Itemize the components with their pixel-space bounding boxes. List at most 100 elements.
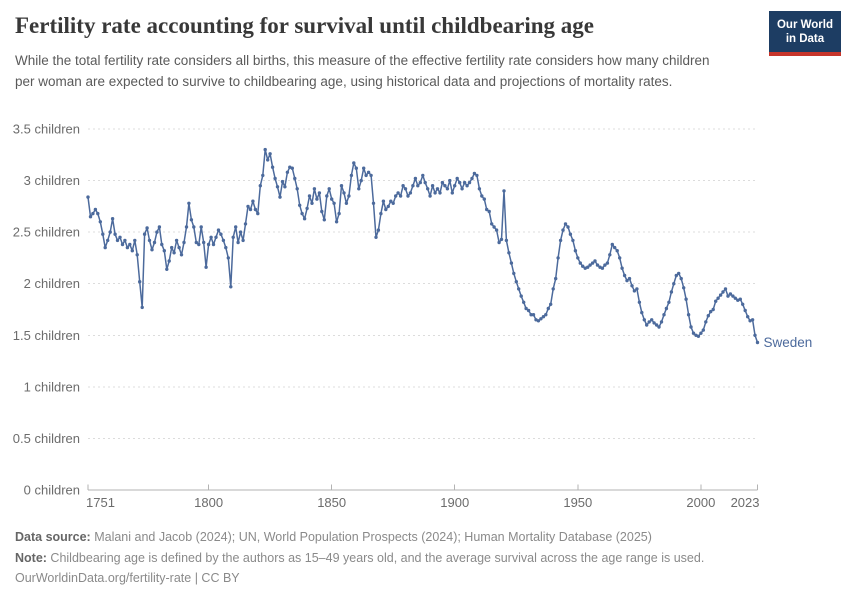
data-point[interactable] bbox=[718, 293, 723, 297]
data-point[interactable] bbox=[147, 238, 152, 243]
data-point[interactable] bbox=[672, 282, 676, 286]
data-point[interactable] bbox=[86, 195, 90, 199]
data-point[interactable] bbox=[96, 211, 100, 216]
data-point[interactable] bbox=[133, 238, 137, 243]
data-point[interactable] bbox=[174, 238, 179, 243]
data-point[interactable] bbox=[416, 184, 420, 188]
data-point[interactable] bbox=[135, 253, 139, 257]
data-point[interactable] bbox=[391, 201, 395, 205]
data-point[interactable] bbox=[342, 191, 346, 195]
data-point[interactable] bbox=[123, 238, 127, 243]
data-point[interactable] bbox=[258, 184, 262, 188]
data-point[interactable] bbox=[320, 209, 324, 214]
data-point[interactable] bbox=[435, 187, 440, 191]
data-point[interactable] bbox=[221, 238, 226, 243]
data-point[interactable] bbox=[103, 245, 107, 250]
data-point[interactable] bbox=[408, 191, 413, 195]
data-point[interactable] bbox=[514, 280, 518, 284]
data-point[interactable] bbox=[743, 308, 747, 313]
data-point[interactable] bbox=[438, 191, 442, 195]
data-point[interactable] bbox=[679, 276, 683, 281]
data-point[interactable] bbox=[455, 176, 459, 181]
data-point[interactable] bbox=[738, 297, 742, 301]
data-point[interactable] bbox=[179, 253, 184, 257]
data-point[interactable] bbox=[187, 201, 191, 205]
data-point[interactable] bbox=[293, 176, 297, 181]
data-point[interactable] bbox=[266, 158, 270, 162]
data-point[interactable] bbox=[485, 207, 489, 212]
data-point[interactable] bbox=[110, 217, 115, 221]
data-point[interactable] bbox=[630, 284, 634, 288]
data-point[interactable] bbox=[677, 271, 681, 276]
data-point[interactable] bbox=[522, 300, 526, 304]
data-point[interactable] bbox=[150, 248, 154, 252]
data-point[interactable] bbox=[330, 197, 334, 201]
data-point[interactable] bbox=[480, 194, 484, 198]
data-point[interactable] bbox=[91, 211, 95, 216]
data-point[interactable] bbox=[635, 287, 639, 291]
data-point[interactable] bbox=[211, 242, 216, 247]
data-point[interactable] bbox=[467, 180, 472, 185]
data-point[interactable] bbox=[561, 228, 565, 232]
data-point[interactable] bbox=[654, 323, 659, 327]
data-point[interactable] bbox=[315, 197, 319, 201]
data-point[interactable] bbox=[371, 201, 376, 205]
data-point[interactable] bbox=[728, 292, 733, 296]
data-point[interactable] bbox=[531, 313, 536, 317]
data-point[interactable] bbox=[199, 225, 203, 229]
data-point[interactable] bbox=[647, 320, 651, 324]
data-point[interactable] bbox=[632, 289, 637, 293]
data-point[interactable] bbox=[389, 199, 393, 203]
data-point[interactable] bbox=[374, 235, 378, 239]
data-point[interactable] bbox=[642, 318, 646, 322]
data-point[interactable] bbox=[98, 220, 103, 224]
data-point[interactable] bbox=[219, 232, 223, 236]
data-point[interactable] bbox=[413, 176, 418, 181]
data-point[interactable] bbox=[337, 211, 341, 216]
data-point[interactable] bbox=[275, 185, 280, 189]
data-point[interactable] bbox=[302, 217, 307, 221]
data-point[interactable] bbox=[101, 232, 105, 236]
data-point[interactable] bbox=[472, 171, 477, 176]
data-point[interactable] bbox=[396, 191, 400, 195]
data-point[interactable] bbox=[519, 294, 523, 298]
data-point[interactable] bbox=[403, 187, 408, 191]
data-point[interactable] bbox=[605, 261, 610, 265]
data-point[interactable] bbox=[339, 184, 344, 188]
data-point[interactable] bbox=[554, 276, 558, 281]
data-point[interactable] bbox=[234, 225, 238, 229]
data-line-sweden[interactable] bbox=[87, 148, 759, 343]
data-point[interactable] bbox=[475, 173, 479, 178]
data-point[interactable] bbox=[243, 222, 248, 226]
data-point[interactable] bbox=[334, 220, 339, 224]
data-point[interactable] bbox=[241, 238, 245, 243]
data-point[interactable] bbox=[108, 230, 112, 234]
data-point[interactable] bbox=[566, 225, 570, 229]
data-point[interactable] bbox=[307, 194, 312, 198]
data-point[interactable] bbox=[701, 328, 705, 332]
data-point[interactable] bbox=[662, 313, 666, 317]
data-point[interactable] bbox=[684, 297, 688, 301]
data-point[interactable] bbox=[349, 173, 354, 178]
owid-url[interactable]: OurWorldinData.org/fertility-rate bbox=[15, 571, 192, 585]
data-point[interactable] bbox=[470, 176, 474, 181]
data-point[interactable] bbox=[551, 287, 555, 291]
data-point[interactable] bbox=[359, 178, 363, 183]
data-point[interactable] bbox=[113, 232, 117, 236]
data-point[interactable] bbox=[645, 323, 649, 327]
data-point[interactable] bbox=[398, 194, 403, 198]
data-point[interactable] bbox=[657, 325, 661, 329]
data-point[interactable] bbox=[558, 238, 563, 243]
data-point[interactable] bbox=[711, 307, 715, 312]
data-point[interactable] bbox=[411, 184, 415, 188]
data-point[interactable] bbox=[118, 235, 122, 239]
data-point[interactable] bbox=[406, 194, 410, 198]
data-point[interactable] bbox=[300, 211, 304, 216]
data-point[interactable] bbox=[669, 290, 674, 294]
data-point[interactable] bbox=[145, 226, 149, 230]
data-point[interactable] bbox=[462, 180, 467, 185]
data-point[interactable] bbox=[590, 261, 595, 265]
data-point[interactable] bbox=[216, 228, 221, 232]
data-point[interactable] bbox=[603, 263, 607, 267]
